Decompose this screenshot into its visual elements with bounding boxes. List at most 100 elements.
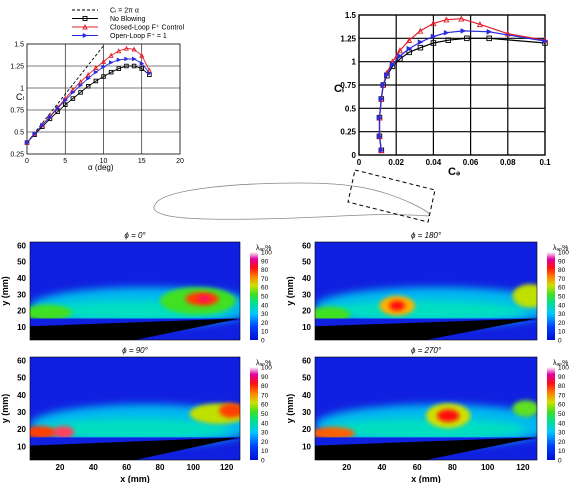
- data-point: [116, 57, 122, 63]
- y-tick-label: 0.75: [10, 108, 24, 115]
- y-tick-label: 50: [17, 374, 26, 383]
- phi-label: ϕ = 180°: [411, 231, 442, 240]
- data-point: [430, 33, 437, 40]
- x-axis-label: Cₔ: [448, 166, 460, 178]
- x-tick-label: 100: [481, 463, 495, 472]
- colorbar-tick-label: 0: [261, 338, 265, 345]
- panel-frame: [29, 356, 241, 461]
- tick-labels: 0 5 10 15 20 0.25 0.5 0.75 1 1.25 1.5: [10, 42, 184, 166]
- colorbar-tick-label: 10: [558, 448, 566, 455]
- data-point: [40, 122, 45, 128]
- y-tick-label: 40: [302, 391, 311, 400]
- x-tick-label: 120: [516, 463, 530, 472]
- x-tick-label: 40: [89, 463, 98, 472]
- colorbar-tick-label: 50: [558, 294, 566, 301]
- x-tick-label: 20: [342, 463, 351, 472]
- tick-labels: 0 0.02 0.04 0.06 0.08 0.1 0 0.25 0.5 0.75 1 1.25 1.5: [340, 11, 551, 167]
- colorbar-tick-label: 100: [261, 250, 272, 257]
- data-point: [131, 46, 137, 52]
- colorbar-tick-label: 70: [261, 392, 269, 399]
- colorbar-tick-label: 90: [261, 258, 269, 265]
- airfoil-wall: [30, 437, 240, 460]
- airfoil-wall: [315, 437, 537, 460]
- y-tick-label: 1.25: [10, 64, 24, 71]
- data-point: [101, 74, 106, 79]
- data-point: [376, 133, 383, 140]
- data-point: [70, 90, 76, 95]
- data-point: [139, 52, 145, 58]
- y-tick-label: 0.25: [10, 152, 24, 159]
- x-tick-label: 10: [100, 158, 108, 165]
- x-tick-label: 40: [377, 463, 386, 472]
- data-point: [486, 35, 492, 42]
- y-tick-label: 50: [302, 258, 311, 267]
- data-point: [430, 40, 437, 46]
- intensity-blob: [30, 426, 58, 439]
- grid: [359, 15, 545, 155]
- x-tick-label: 0.02: [388, 158, 404, 167]
- colorbar-tick-label: 100: [558, 250, 569, 257]
- data-point: [78, 79, 84, 85]
- colorbar-tick-label: 50: [261, 411, 269, 418]
- data-point: [139, 66, 144, 71]
- y-tick-label: 1: [352, 58, 357, 67]
- data-point: [378, 147, 385, 154]
- x-tick-label: 20: [56, 463, 65, 472]
- legend-label: Closed-Loop F⁺ Control: [110, 25, 185, 32]
- colorbar-tick-label: 70: [261, 276, 269, 283]
- data-point: [406, 36, 413, 43]
- colorbar-tick-label: 60: [261, 402, 269, 409]
- x-axis-label: x (mm): [120, 474, 150, 483]
- colorbar-title: λₐₚ%: [256, 245, 271, 252]
- intensity-blob: [219, 403, 240, 418]
- data-point: [458, 15, 465, 22]
- data-point: [93, 69, 99, 75]
- colorbar-tick-label: 100: [261, 365, 272, 372]
- colorbar-tick-label: 0: [558, 338, 562, 345]
- data-point: [397, 53, 403, 59]
- data-point: [384, 71, 390, 78]
- data-point: [417, 27, 424, 34]
- intensity-blob: [512, 284, 537, 308]
- x-tick-label: 60: [413, 463, 422, 472]
- data-point: [147, 70, 152, 76]
- intensity-blob: [315, 306, 351, 323]
- y-tick-label: 1.5: [345, 11, 357, 20]
- series-line: [26, 65, 150, 143]
- data-point: [378, 96, 385, 102]
- x-tick-label: 0: [25, 158, 29, 165]
- data-point: [86, 76, 91, 81]
- y-tick-label: 20: [302, 425, 311, 434]
- data-point: [63, 102, 68, 107]
- colorbar-tick-label: 40: [261, 302, 269, 309]
- y-tick-label: 1.25: [340, 34, 356, 43]
- y-tick-label: 40: [302, 274, 311, 283]
- data-point: [132, 56, 137, 62]
- airfoil-wall: [30, 318, 240, 340]
- flow-band: [326, 418, 526, 440]
- colorbar-tick-label: 50: [558, 411, 566, 418]
- phi-label: ϕ = 270°: [411, 346, 442, 355]
- data-point: [123, 45, 129, 51]
- y-axis-label: y (mm): [285, 276, 295, 306]
- colorbar-tick-label: 90: [558, 258, 566, 265]
- data-point: [100, 58, 107, 64]
- y-tick-label: 30: [302, 408, 311, 417]
- y-tick-label: 30: [17, 408, 26, 417]
- intensity-blob: [389, 300, 405, 311]
- data-point: [93, 64, 99, 71]
- data-point: [47, 114, 53, 120]
- data-point: [389, 61, 396, 68]
- x-tick-label: 15: [138, 158, 146, 165]
- phi-label: ϕ = 0°: [124, 231, 146, 240]
- data-point: [124, 56, 129, 62]
- colorbar-tick-label: 80: [261, 383, 269, 390]
- colorbar-tick-label: 70: [558, 392, 566, 399]
- x-tick-label: 120: [220, 463, 234, 472]
- data-point: [406, 45, 413, 52]
- colorbar-tick-label: 10: [558, 329, 566, 336]
- intensity-blob: [512, 400, 537, 417]
